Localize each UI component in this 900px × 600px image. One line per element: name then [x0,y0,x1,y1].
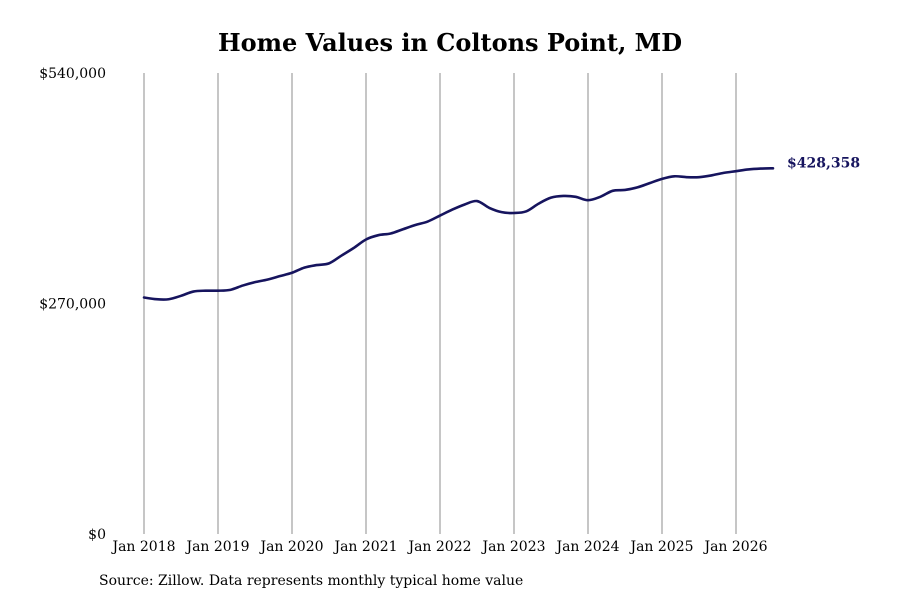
x-tick-label: Jan 2025 [628,539,693,555]
series-line-0 [142,167,775,301]
x-axis: Jan 2018 Jan 2019 Jan 2020 Jan 2021 Jan 2022… [110,539,767,555]
source-note: Source: Zillow. Data represents monthly … [99,573,524,589]
end-value-label: $428,358 [787,155,860,171]
x-tick-label: Jan 2024 [554,539,619,555]
x-tick-label: Jan 2018 [110,539,175,555]
x-tick-label: Jan 2019 [184,539,249,555]
y-tick-label: $270,000 [39,297,106,313]
y-tick-label: $0 [88,527,106,543]
annotation-layer: $428,358 [787,155,860,171]
y-axis: $0 $270,000 $540,000 [39,66,106,543]
chart-title: Home Values in Coltons Point, MD [217,28,683,57]
x-tick-label: Jan 2020 [258,539,323,555]
x-tick-label: Jan 2026 [702,539,767,555]
x-tick-label: Jan 2022 [406,539,471,555]
x-tick-label: Jan 2023 [480,539,545,555]
y-tick-label: $540,000 [39,66,106,82]
x-tick-label: Jan 2021 [332,539,397,555]
series-layer [142,167,775,301]
grid-layer [143,73,737,534]
